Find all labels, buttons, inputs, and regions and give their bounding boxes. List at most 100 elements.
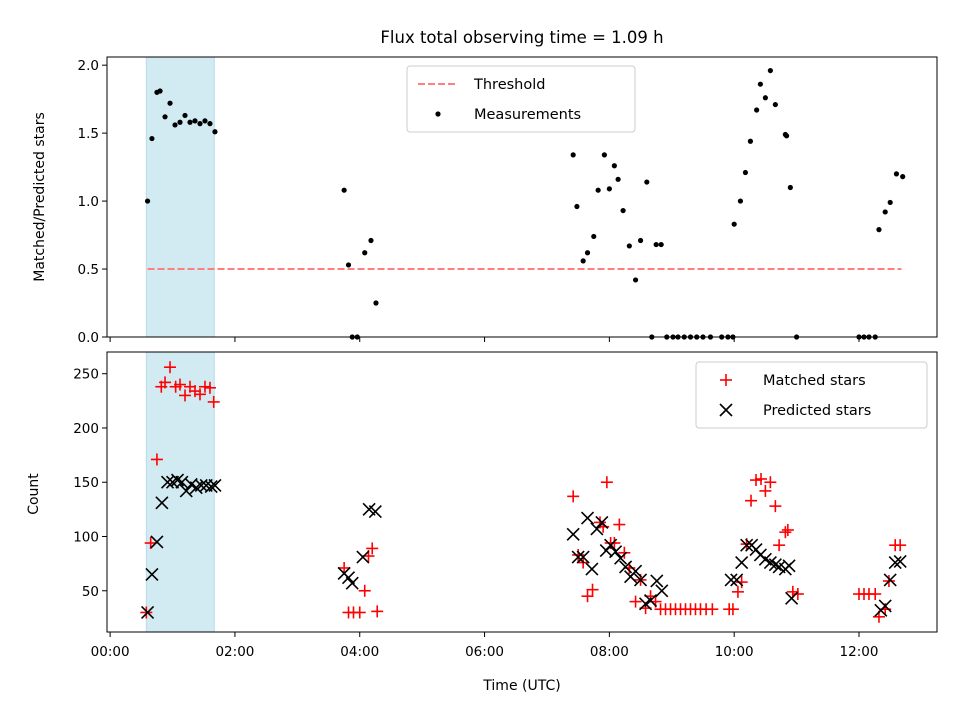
data-point-matched <box>869 588 882 601</box>
panel-count: 50 100 150 200 250 00:00 02:00 04:00 06:00 08:00… <box>26 351 938 694</box>
data-point-matched <box>193 388 206 401</box>
data-point <box>167 100 173 106</box>
data-point <box>882 209 888 215</box>
data-point <box>584 250 591 256</box>
data-point <box>637 237 644 244</box>
data-point-matched <box>572 548 585 561</box>
data-point-matched <box>164 361 177 374</box>
data-point-matched <box>759 484 772 497</box>
data-point <box>591 233 597 240</box>
data-point-predicted <box>604 538 618 552</box>
data-point-predicted <box>580 511 595 525</box>
data-point-matched <box>338 561 351 574</box>
data-point <box>202 118 208 124</box>
data-point-predicted <box>356 550 370 564</box>
panel-count-frame <box>106 351 938 633</box>
legend-box <box>406 65 636 133</box>
x-tick-label: 08:00 <box>590 644 629 660</box>
data-point <box>574 203 580 210</box>
y-tick-label: 150 <box>73 475 99 491</box>
data-point-matched <box>618 546 631 559</box>
data-point <box>742 169 749 176</box>
data-point <box>893 171 900 177</box>
data-point <box>187 119 193 125</box>
data-point-matched <box>203 381 216 394</box>
data-point <box>611 163 617 169</box>
data-point-predicted <box>145 567 159 582</box>
y-tick-label: 50 <box>82 584 99 600</box>
data-point-predicted <box>655 584 669 598</box>
data-point-matched <box>894 539 907 552</box>
x-tick-label: 04:00 <box>340 644 379 660</box>
data-point-predicted <box>724 573 738 587</box>
x-tick-label: 06:00 <box>465 644 504 660</box>
data-point-matched <box>731 585 744 598</box>
data-point-matched <box>769 500 782 513</box>
data-point-predicted <box>170 473 185 487</box>
chart-title: Flux total observing time = 1.09 h <box>380 28 663 47</box>
data-point-predicted <box>614 551 628 565</box>
data-point-matched <box>144 537 157 550</box>
data-point <box>757 81 763 87</box>
data-point-predicted <box>595 515 609 529</box>
data-point <box>762 95 768 101</box>
data-point <box>767 67 773 74</box>
panel-ratio: 0.00.51.01.52.0 Matched/Predicted stars … <box>32 56 938 346</box>
data-point-matched <box>608 537 621 550</box>
data-point-predicted <box>150 535 164 549</box>
panel-ratio-frame <box>106 56 938 338</box>
data-point-matched <box>706 603 719 616</box>
data-point-predicted <box>566 527 580 541</box>
data-point <box>570 152 576 158</box>
data-point-matched <box>786 585 799 598</box>
y-tick-label: 100 <box>73 529 99 545</box>
data-point <box>731 221 737 227</box>
data-point-matched <box>371 605 384 618</box>
data-point-predicted <box>576 550 590 564</box>
data-point-matched <box>581 590 594 603</box>
data-point-predicted <box>878 599 892 613</box>
x-tick-label: 12:00 <box>840 644 879 660</box>
legend-measurements-swatch <box>435 111 441 117</box>
data-point-predicted <box>785 591 799 605</box>
data-point-matched <box>745 494 758 507</box>
data-point <box>149 135 155 142</box>
data-point <box>362 250 368 256</box>
panel-count-legend: Matched stars Predicted stars <box>695 361 928 429</box>
data-point <box>658 241 664 248</box>
y-tick-label: 250 <box>73 367 99 383</box>
x-tick-label: 02:00 <box>215 644 254 660</box>
data-point-matched <box>174 378 187 391</box>
data-point-matched <box>159 376 172 389</box>
data-point <box>212 129 218 135</box>
data-point <box>595 187 601 193</box>
data-point <box>157 88 163 94</box>
data-point <box>580 258 586 264</box>
panel-ratio-ylabel: Matched/Predicted stars <box>32 112 48 282</box>
data-point-predicted <box>160 475 175 489</box>
data-point <box>787 184 793 191</box>
data-point <box>876 227 882 233</box>
y-tick-label: 0.0 <box>78 330 99 346</box>
data-point <box>615 176 621 182</box>
data-point-predicted <box>590 522 604 536</box>
data-point <box>644 179 650 185</box>
data-point-predicted <box>571 550 585 564</box>
data-point <box>345 262 352 268</box>
y-tick-label: 0.5 <box>78 262 99 278</box>
data-point <box>144 198 151 204</box>
data-point <box>887 199 893 206</box>
y-tick-label: 2.0 <box>78 58 99 74</box>
panel-ratio-legend: Threshold Measurements <box>406 65 636 133</box>
data-point <box>192 118 198 124</box>
observing-span <box>145 351 215 633</box>
legend-matched-swatch <box>720 374 732 386</box>
data-point-matched <box>613 518 626 531</box>
data-point <box>368 237 374 244</box>
data-point <box>784 133 790 139</box>
data-point-matched <box>750 474 763 487</box>
data-point <box>606 186 612 192</box>
legend-threshold-label: Threshold <box>473 77 545 93</box>
x-axis-label: Time (UTC) <box>482 678 560 694</box>
data-point <box>162 114 168 120</box>
